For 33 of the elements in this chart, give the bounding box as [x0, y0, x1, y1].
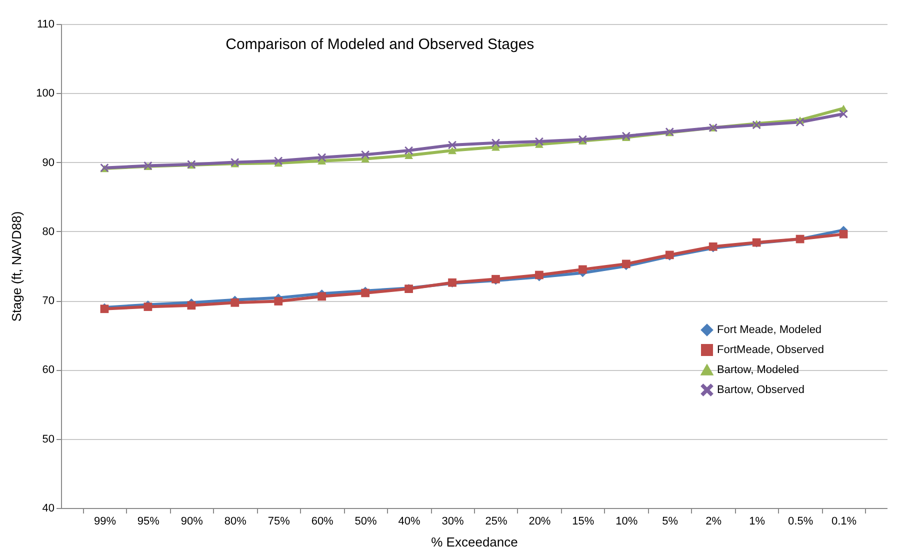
- x-tick-label: 40%: [398, 516, 421, 528]
- x-tick-label: 90%: [180, 516, 204, 528]
- x-tick-label: 0.5%: [788, 516, 814, 528]
- x-tick-label: 20%: [528, 516, 551, 528]
- y-tick-label: 100: [36, 88, 54, 100]
- y-tick-label: 40: [42, 502, 54, 514]
- x-tick-label: 0.1%: [831, 516, 857, 528]
- x-tick-label: 99%: [94, 516, 116, 528]
- y-tick-label: 50: [42, 433, 54, 446]
- legend-label: FortMeade, Observed: [717, 344, 824, 356]
- x-tick-label: 80%: [224, 516, 247, 528]
- x-tick-label: 60%: [311, 516, 334, 528]
- x-tick-label: 15%: [572, 516, 594, 528]
- x-tick-label: 2%: [706, 516, 722, 528]
- x-tick-label: 75%: [268, 516, 290, 528]
- y-axis-title: Stage (ft, NAVD88): [9, 211, 24, 322]
- x-axis-title: % Exceedance: [431, 534, 518, 550]
- y-tick-label: 110: [36, 18, 54, 30]
- legend-label: Bartow, Observed: [717, 384, 804, 396]
- x-tick-label: 95%: [137, 516, 160, 528]
- x-tick-label: 10%: [616, 516, 638, 528]
- legend-label: Fort Meade, Modeled: [717, 324, 822, 336]
- x-tick-label: 5%: [662, 516, 678, 528]
- y-tick-label: 70: [42, 295, 54, 308]
- y-tick-label: 90: [42, 156, 54, 169]
- x-tick-label: 50%: [354, 516, 378, 528]
- x-tick-label: 30%: [442, 516, 464, 528]
- legend-label: Bartow, Modeled: [717, 364, 799, 376]
- x-tick-label: 1%: [749, 516, 766, 528]
- x-tick-label: 25%: [485, 516, 508, 528]
- y-tick-label: 80: [42, 226, 54, 238]
- y-tick-label: 60: [42, 364, 54, 376]
- text: Comparison of Modeled and Observed Stages: [226, 36, 534, 53]
